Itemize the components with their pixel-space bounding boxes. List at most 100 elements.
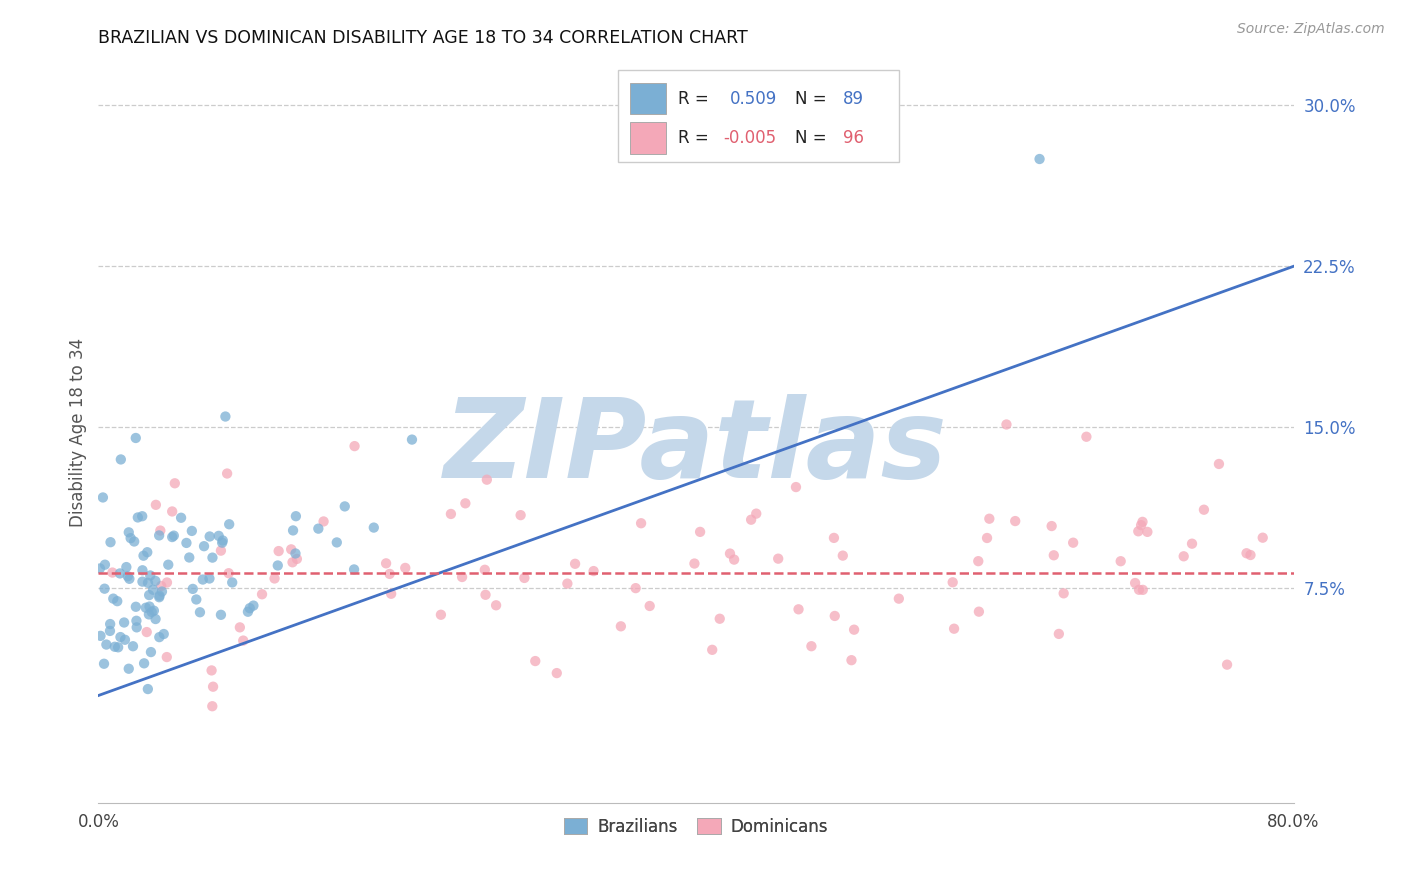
Point — [127, 510, 149, 524]
Point — [98, 617, 121, 632]
Point — [176, 536, 198, 550]
Point — [312, 515, 335, 529]
Point — [740, 513, 762, 527]
Point — [451, 570, 474, 584]
Point — [430, 607, 453, 622]
Point — [105, 594, 128, 608]
Point — [163, 476, 186, 491]
Point — [110, 452, 132, 467]
Point — [138, 599, 160, 614]
Point — [1123, 576, 1146, 591]
Point — [380, 587, 402, 601]
Point — [135, 600, 157, 615]
Point — [186, 592, 208, 607]
Point — [1109, 554, 1132, 568]
Point — [117, 569, 139, 583]
Point — [564, 557, 586, 571]
Point — [702, 643, 724, 657]
Point — [118, 662, 141, 676]
Point — [1173, 549, 1195, 564]
Point — [160, 530, 183, 544]
Point — [787, 602, 810, 616]
Point — [509, 508, 531, 523]
Point — [94, 558, 117, 572]
Point — [284, 547, 307, 561]
Point — [93, 657, 115, 671]
Point — [118, 572, 141, 586]
Text: R =: R = — [678, 129, 714, 147]
Point — [1047, 627, 1070, 641]
Point — [375, 557, 398, 571]
Point — [136, 575, 159, 590]
Point — [103, 591, 125, 606]
Point — [1062, 535, 1084, 549]
Point — [148, 630, 170, 644]
Text: ZIPatlas: ZIPatlas — [444, 394, 948, 501]
Point — [170, 510, 193, 524]
Point — [221, 575, 243, 590]
Point — [1181, 537, 1204, 551]
Point — [842, 623, 865, 637]
Point — [209, 543, 232, 558]
Point — [110, 630, 132, 644]
Point — [513, 571, 536, 585]
Point — [218, 566, 240, 581]
Point — [150, 579, 173, 593]
Point — [887, 591, 910, 606]
Text: 96: 96 — [844, 129, 863, 147]
Point — [785, 480, 807, 494]
Point — [198, 572, 221, 586]
Point — [1042, 549, 1064, 563]
Point — [1136, 524, 1159, 539]
Point — [280, 542, 302, 557]
Point — [440, 507, 463, 521]
Point — [115, 560, 138, 574]
Point — [132, 549, 155, 563]
Point — [138, 607, 160, 622]
Point — [145, 612, 167, 626]
FancyBboxPatch shape — [619, 70, 900, 162]
Point — [131, 574, 153, 589]
Point — [610, 619, 633, 633]
Point — [841, 653, 863, 667]
Point — [145, 498, 167, 512]
Point — [148, 591, 170, 605]
Point — [150, 584, 173, 599]
Text: N =: N = — [796, 90, 832, 108]
Point — [160, 504, 183, 518]
Point — [141, 605, 163, 619]
Point — [967, 554, 990, 568]
Point — [149, 524, 172, 538]
Point — [211, 535, 233, 549]
Point — [343, 562, 366, 576]
Point — [202, 680, 225, 694]
Point — [1251, 531, 1274, 545]
Point — [1236, 546, 1258, 560]
Point — [100, 535, 122, 549]
Point — [582, 564, 605, 578]
Point — [139, 568, 162, 582]
Point — [239, 601, 262, 615]
Point — [120, 531, 142, 545]
Point — [209, 607, 232, 622]
Point — [132, 657, 155, 671]
Point — [98, 624, 121, 638]
Y-axis label: Disability Age 18 to 34: Disability Age 18 to 34 — [69, 338, 87, 527]
Point — [138, 588, 160, 602]
Point — [139, 645, 162, 659]
Point — [285, 552, 308, 566]
Point — [125, 620, 148, 634]
Point — [122, 534, 145, 549]
Point — [343, 439, 366, 453]
Point — [157, 558, 180, 572]
Point — [118, 525, 141, 540]
Point — [709, 612, 731, 626]
Point — [142, 604, 165, 618]
Point — [454, 496, 477, 510]
Point — [1076, 430, 1098, 444]
Point — [557, 576, 579, 591]
Point — [1130, 518, 1153, 533]
Point — [250, 587, 273, 601]
Point — [1208, 457, 1230, 471]
Point — [1132, 515, 1154, 529]
